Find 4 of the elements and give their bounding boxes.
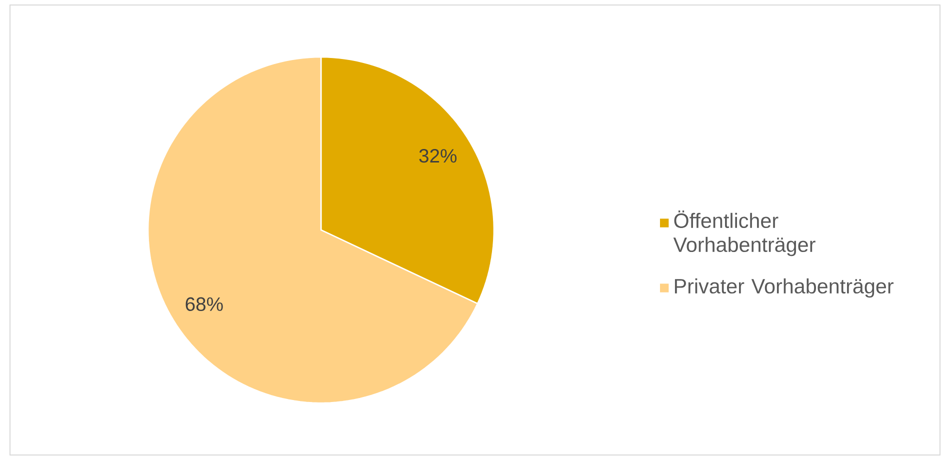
data-label: 68% [186, 297, 223, 312]
legend-label: Privater Vorhabenträger [674, 278, 894, 298]
data-label: 32% [419, 148, 457, 163]
legend-label: Öffentlicher Vorhabenträger [673, 210, 816, 256]
